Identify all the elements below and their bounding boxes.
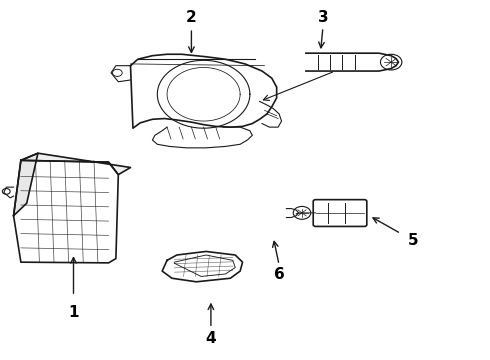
Text: 6: 6 xyxy=(274,267,285,282)
Polygon shape xyxy=(21,153,130,175)
Polygon shape xyxy=(130,54,277,128)
Text: 4: 4 xyxy=(206,332,216,346)
Text: 1: 1 xyxy=(68,305,79,320)
FancyBboxPatch shape xyxy=(313,200,367,226)
Text: 2: 2 xyxy=(186,10,197,25)
Text: 5: 5 xyxy=(408,233,418,248)
Polygon shape xyxy=(14,153,38,216)
Polygon shape xyxy=(14,160,118,263)
Polygon shape xyxy=(162,251,243,282)
Text: 3: 3 xyxy=(318,10,328,25)
Polygon shape xyxy=(306,53,398,71)
